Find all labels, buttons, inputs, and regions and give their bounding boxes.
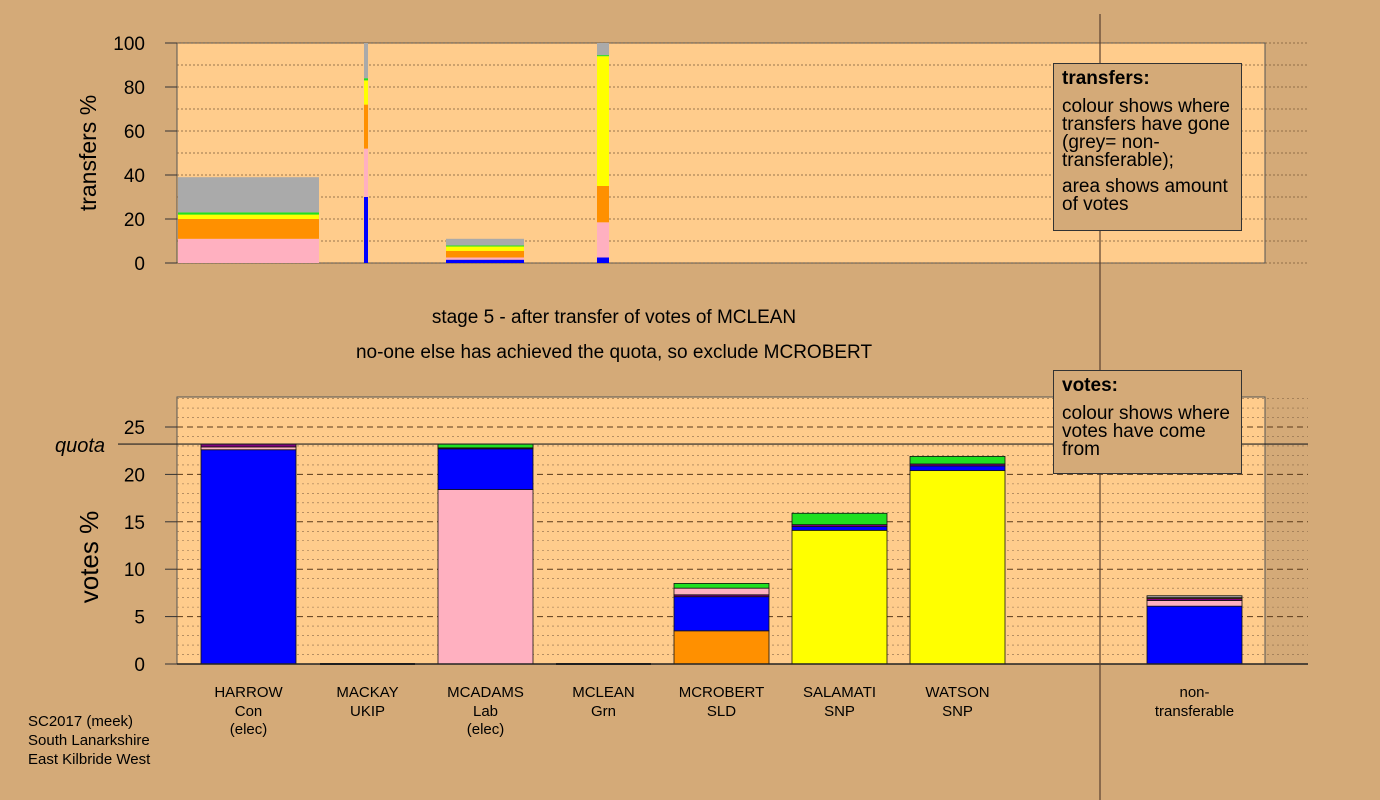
transfers-tick-label: 60 <box>124 122 145 143</box>
votes-bar-watson-con <box>909 465 1006 472</box>
transfers-bar-mcadams-con <box>446 259 524 263</box>
votes-tick-label: 0 <box>134 655 145 676</box>
votes-bar-salamati-grn <box>791 512 888 526</box>
transfers-bar-mcadams-lab <box>446 257 524 260</box>
votes-bar-salamati-snp <box>791 529 888 665</box>
candidate-party-label: UKIP <box>350 703 385 720</box>
candidate-name-label: MCLEAN <box>572 684 635 701</box>
votes-tick-label: 5 <box>134 608 145 629</box>
candidate-party-label: SNP <box>942 703 973 720</box>
transfers-legend-title: transfers: <box>1062 68 1150 89</box>
candidate-party-label: transferable <box>1155 703 1234 720</box>
votes-bar-watson-grn <box>909 455 1006 465</box>
candidate-name-label: non- <box>1179 684 1209 701</box>
votes-bar-mcrobert-sld <box>673 630 770 665</box>
candidate-note-label: (elec) <box>230 721 268 738</box>
votes-bar-mcadams-con <box>437 448 534 490</box>
quota-label: quota <box>55 435 105 457</box>
transfers-bar-harrow-lab <box>178 238 319 263</box>
footer-line3: East Kilbride West <box>28 751 151 768</box>
candidate-note-label: (elec) <box>467 721 505 738</box>
stage-title: stage 5 - after transfer of votes of MCL… <box>432 307 796 328</box>
votes-legend: votes: colour shows where votes have com… <box>1053 370 1242 474</box>
transfers-bar-mackay-sld <box>364 104 368 149</box>
candidate-party-label: Con <box>235 703 263 720</box>
votes-bar-non-con <box>1146 605 1243 665</box>
votes-bar-harrow-lab <box>200 446 297 451</box>
transfers-bar-mackay-snp <box>364 80 368 105</box>
transfers-legend: transfers: colour shows where transfers … <box>1053 63 1242 231</box>
transfers-bar-harrow-nontransferable <box>178 177 319 213</box>
votes-bar-non-lab <box>1146 600 1243 607</box>
transfers-axis-label: transfers % <box>75 95 101 211</box>
transfers-tick-label: 100 <box>113 34 145 55</box>
transfers-bar-mclean-snp <box>597 56 609 187</box>
votes-tick-label: 15 <box>124 513 145 534</box>
transfers-bar-harrow-grn <box>178 212 319 215</box>
transfers-bar-mackay-grn <box>364 78 368 81</box>
candidate-party-label: SNP <box>824 703 855 720</box>
votes-bar-mcrobert-grn <box>673 583 770 589</box>
transfers-bar-mcadams-sld <box>446 250 524 258</box>
candidate-party-label: SLD <box>707 703 736 720</box>
candidate-name-label: MACKAY <box>336 684 398 701</box>
transfers-bar-mclean-lab <box>597 222 609 258</box>
transfers-bar-mackay-con <box>364 197 368 263</box>
transfers-bar-harrow-sld <box>178 219 319 239</box>
votes-axis-label: votes % <box>74 511 104 604</box>
votes-legend-title: votes: <box>1062 375 1118 396</box>
transfers-tick-label: 40 <box>124 166 145 187</box>
candidate-name-label: SALAMATI <box>803 684 876 701</box>
votes-bar-mcadams-lab <box>437 489 534 665</box>
candidate-name-label: MCADAMS <box>447 684 524 701</box>
candidate-name-label: MCROBERT <box>679 684 765 701</box>
candidate-party-label: Lab <box>473 703 498 720</box>
transfers-bar-mclean-con <box>597 257 609 263</box>
transfers-bar-mcadams-snp <box>446 246 524 251</box>
votes-tick-label: 20 <box>124 465 145 486</box>
votes-bar-mcrobert-lab <box>673 587 770 596</box>
stage-note: no-one else has achieved the quota, so e… <box>356 342 873 363</box>
votes-bar-mcrobert-con <box>673 596 770 632</box>
votes-legend-line1: colour shows where votes have come from <box>1062 403 1230 460</box>
votes-tick-label: 25 <box>124 418 145 439</box>
transfers-bar-harrow-snp <box>178 214 319 219</box>
votes-bar-watson-snp <box>909 470 1006 665</box>
transfers-bar-mclean-grn <box>597 55 609 57</box>
votes-bar-non-nontransferable <box>1146 595 1243 599</box>
transfers-bar-mcadams-nontransferable <box>446 238 524 246</box>
transfers-bar-mcadams-grn <box>446 245 524 247</box>
footer-line2: South Lanarkshire <box>28 732 150 749</box>
transfers-tick-label: 80 <box>124 78 145 99</box>
votes-tick-label: 10 <box>124 560 145 581</box>
footer: SC2017 (meek) South Lanarkshire East Kil… <box>28 712 150 769</box>
candidate-party-label: Grn <box>591 703 616 720</box>
transfers-bar-mackay-nontransferable <box>364 43 368 79</box>
candidate-name-label: HARROW <box>214 684 283 701</box>
transfers-bar-mackay-lab <box>364 148 368 197</box>
footer-line1: SC2017 (meek) <box>28 713 134 730</box>
votes-bar-salamati-con <box>791 526 888 531</box>
votes-bar-harrow-con <box>200 449 297 665</box>
transfers-bar-mclean-nontransferable <box>597 43 609 56</box>
transfers-bar-mclean-sld <box>597 186 609 223</box>
transfers-tick-label: 20 <box>124 210 145 231</box>
transfers-tick-label: 0 <box>134 254 145 275</box>
transfers-legend-line1: colour shows where transfers have gone (… <box>1062 96 1230 171</box>
candidate-name-label: WATSON <box>925 684 989 701</box>
transfers-legend-line2: area shows amount of votes <box>1062 176 1228 215</box>
